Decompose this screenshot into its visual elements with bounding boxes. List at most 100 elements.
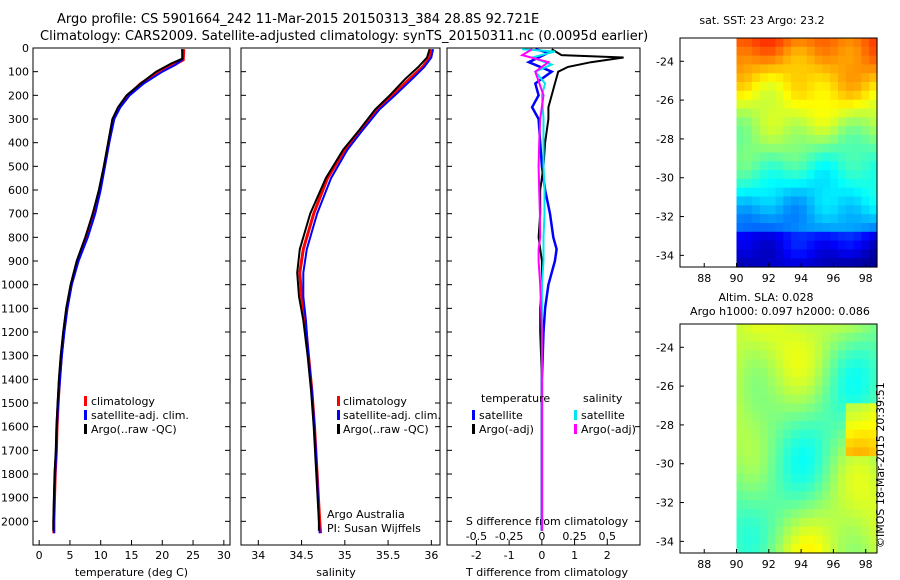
sla-map-cell (799, 332, 808, 343)
sst-map-cell (759, 178, 769, 189)
sla-map-cell (752, 482, 761, 492)
imos-stamp: ©IMOS 18-Mar-2015 20:39:51 (874, 382, 887, 548)
sla-map-cell (736, 535, 745, 545)
sla-map-cell (861, 332, 870, 343)
sla-map-cell (814, 350, 823, 360)
sla-map-cell (752, 429, 761, 440)
sst-map-cell (853, 38, 862, 48)
sla-map-cell (799, 359, 808, 369)
sst-map-cell (853, 258, 862, 268)
sla-map-cell (752, 341, 761, 351)
sst-map-cell (830, 231, 839, 242)
sst-map-cell (830, 240, 839, 250)
sst-map-cell (752, 38, 761, 48)
sst-map-cell (759, 82, 769, 92)
sla-map-cell (783, 500, 792, 510)
sst-map-cell (853, 90, 862, 101)
sst-map-cell (853, 249, 862, 259)
sla-map-cell (838, 500, 847, 510)
sst-map-xtick-label: 98 (859, 272, 873, 285)
sst-map-cell (744, 223, 753, 233)
sla-map-cell (759, 359, 769, 369)
sla-map-cell (869, 517, 878, 528)
sla-map-cell (736, 491, 745, 501)
sst-map-cell (767, 55, 777, 65)
sst-map-frame (679, 37, 878, 268)
sst-map-cell (791, 108, 800, 118)
sla-map-cell (861, 438, 870, 448)
sst-map-cell (861, 161, 870, 171)
sla-map-cell (791, 447, 800, 457)
sla-map-cell (838, 324, 847, 334)
sst-map-cell (861, 258, 870, 268)
sla-map-cell (861, 429, 870, 440)
sla-map-cell (845, 412, 855, 422)
sla-map-cell (822, 429, 831, 440)
sst-map-cell (783, 99, 792, 110)
sst-map-cell (806, 231, 816, 242)
sst-map-cell (869, 143, 878, 154)
sst-map-cell (853, 143, 862, 154)
sst-map-cell (744, 117, 753, 127)
sla-map-cell (853, 332, 862, 343)
sst-map-cell (799, 108, 808, 118)
sla-map-cell (752, 412, 761, 422)
sla-map-cell (830, 376, 839, 387)
sst-map-cell (814, 161, 823, 171)
sla-map-cell (830, 403, 839, 413)
sla-map-cell (869, 464, 878, 475)
sla-map-cell (845, 517, 855, 528)
sla-map-cell (767, 359, 777, 369)
sst-map-cell (869, 38, 878, 48)
sla-map-cell (744, 509, 753, 519)
sla-map-cell (861, 394, 870, 404)
sst-map-cell (775, 38, 784, 48)
diff-xtick-label: -1 (504, 549, 515, 562)
sst-map-cell (869, 152, 878, 162)
sst-map-xtick-label: 90 (730, 272, 744, 285)
sla-map-cell (759, 385, 769, 396)
sla-map-cell (799, 517, 808, 528)
sla-map-cell (814, 368, 823, 378)
sst-map-cell (752, 170, 761, 180)
sla-map-cell (783, 544, 792, 554)
sla-map-cell (861, 517, 870, 528)
sla-map-cell (736, 464, 745, 475)
sst-map-cell (814, 240, 823, 250)
sst-map-cell (736, 170, 745, 180)
sst-map-cell (822, 231, 831, 242)
sla-map-cell (791, 324, 800, 334)
sla-map-cell (806, 456, 816, 466)
sla-map-cell (814, 517, 823, 528)
sla-map-cell (853, 420, 862, 431)
sst-map-cell (814, 214, 823, 224)
sst-map-cell (838, 223, 847, 233)
sla-map-cell (799, 385, 808, 396)
sla-map-cell (814, 324, 823, 334)
sst-map-cell (838, 64, 847, 74)
sst-map-cell (822, 196, 831, 206)
sst-map-cell (752, 161, 761, 171)
temp-xtick-label: 0 (36, 549, 43, 562)
sla-map-cell (791, 385, 800, 396)
sla-map-cell (822, 526, 831, 536)
sst-map-cell (845, 99, 855, 110)
sst-map-cell (791, 205, 800, 215)
sla-map-cell (838, 535, 847, 545)
sst-map-cell (861, 46, 870, 57)
depth-tick-label: 600 (8, 184, 29, 197)
sla-map-cell (775, 535, 784, 545)
sla-map-cell (861, 447, 870, 457)
sst-map-cell (853, 170, 862, 180)
sla-map-cell (775, 403, 784, 413)
sla-map-cell (759, 491, 769, 501)
sst-map-cell (799, 231, 808, 242)
sla-map-cell (775, 517, 784, 528)
sla-map-ytick-label: -28 (656, 419, 674, 432)
sla-map-ytick-label: -26 (656, 380, 674, 393)
sst-map-cell (822, 143, 831, 154)
sla-map-cell (822, 368, 831, 378)
sla-map-cell (814, 403, 823, 413)
sst-map-cell (799, 240, 808, 250)
sla-map-cell (744, 491, 753, 501)
